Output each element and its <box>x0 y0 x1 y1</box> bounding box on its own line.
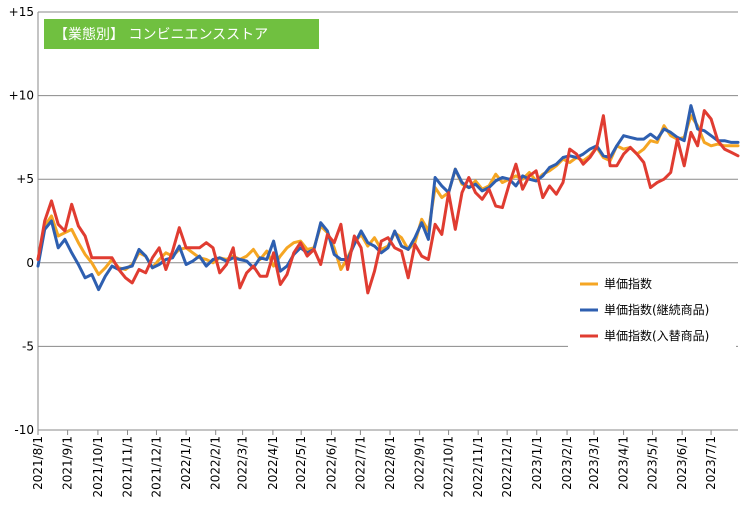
x-tick-label: 2023/3/1 <box>587 436 601 490</box>
series-line-3 <box>36 109 740 295</box>
x-tick-label: 2021/9/1 <box>61 436 75 490</box>
x-tick-label: 2021/12/1 <box>149 436 163 498</box>
x-tick-label: 2023/6/1 <box>675 436 689 490</box>
x-tick-label: 2022/5/1 <box>294 436 308 490</box>
x-tick-label: 2022/4/1 <box>266 436 280 490</box>
x-tick-label: 2023/5/1 <box>646 436 660 490</box>
x-tick-label: 2022/7/1 <box>353 436 367 490</box>
x-tick-label: 2023/1/1 <box>530 436 544 490</box>
x-tick-label: 2022/1/1 <box>179 436 193 490</box>
y-tick-label: -5 <box>22 339 34 353</box>
y-tick-label: -10 <box>14 423 34 437</box>
x-tick-label: 2023/4/1 <box>617 436 631 490</box>
series-line-2 <box>36 104 740 292</box>
y-tick-label: +5 <box>16 172 34 186</box>
x-tick-label: 2022/8/1 <box>383 436 397 490</box>
series-lines <box>36 104 740 295</box>
x-tick-label: 2022/12/1 <box>500 436 514 498</box>
axes <box>37 12 712 435</box>
gridlines <box>38 11 738 431</box>
y-tick-label: +15 <box>9 5 34 19</box>
x-tick-label: 2021/10/1 <box>91 436 105 498</box>
legend-label: 単価指数 <box>604 276 652 291</box>
x-tick-label: 2023/2/1 <box>560 436 574 490</box>
x-tick-label: 2022/11/1 <box>471 436 485 498</box>
x-tick-label: 2022/3/1 <box>236 436 250 490</box>
x-tick-label: 2022/10/1 <box>442 436 456 498</box>
y-tick-labels: -10 -5 0 +5 +10 +15 <box>9 5 34 437</box>
x-tick-labels: 2021/8/1 2021/9/1 2021/10/1 2021/11/1 2021/1… <box>31 436 718 498</box>
x-tick-label: 2022/9/1 <box>413 436 427 490</box>
x-tick-label: 2022/6/1 <box>324 436 338 490</box>
chart-title: 【業態別】 コンビニエンスストア <box>44 19 319 49</box>
legend-label: 単価指数(継続商品) <box>604 302 709 317</box>
x-tick-label: 2021/11/1 <box>121 436 135 498</box>
x-tick-label: 2021/8/1 <box>31 436 45 490</box>
y-tick-label: 0 <box>26 256 34 270</box>
legend-label: 単価指数(入替商品) <box>604 328 709 343</box>
x-tick-label: 2022/2/1 <box>209 436 223 490</box>
y-tick-label: +10 <box>9 89 34 103</box>
x-tick-label: 2023/7/1 <box>704 436 718 490</box>
